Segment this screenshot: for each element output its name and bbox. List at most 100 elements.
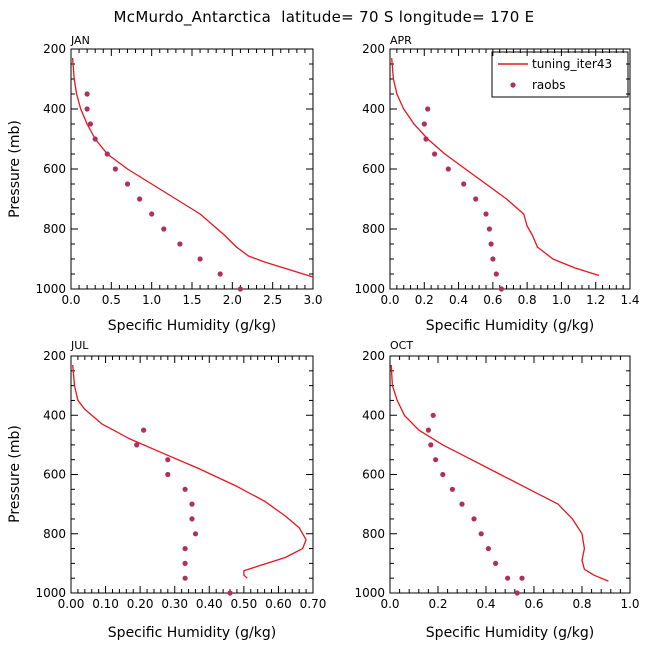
- x-tick-label: 1.0: [620, 597, 639, 611]
- raobs-marker: [493, 271, 499, 277]
- y-tick-label: 600: [362, 162, 385, 176]
- x-tick-label: 0.50: [230, 597, 257, 611]
- raobs-marker: [177, 241, 183, 247]
- legend-obs-label: raobs: [532, 78, 566, 92]
- x-tick-label: 0.0: [61, 293, 80, 307]
- raobs-marker: [182, 486, 188, 492]
- raobs-marker: [92, 136, 98, 142]
- raobs-marker: [490, 256, 496, 262]
- raobs-marker: [141, 427, 147, 433]
- legend-box: [491, 51, 629, 98]
- y-tick-label: 1000: [35, 586, 66, 600]
- x-tick-label: 0.6: [524, 597, 543, 611]
- y-tick-label: 800: [362, 527, 385, 541]
- y-axis-title: Pressure (mb): [7, 120, 23, 218]
- y-tick-label: 800: [43, 222, 66, 236]
- raobs-marker: [182, 560, 188, 567]
- x-tick-label: 0.0: [380, 597, 399, 611]
- x-tick-label: 0.6: [483, 293, 502, 307]
- raobs-marker: [459, 501, 465, 507]
- raobs-marker: [486, 226, 492, 232]
- y-tick-label: 400: [362, 102, 385, 116]
- model-profile-line: [72, 364, 307, 579]
- panel-oct: OCT Specific Humidity (g/kg) 200 400 600 80…: [354, 339, 639, 641]
- y-tick-label: 600: [362, 468, 385, 482]
- x-tick-label: 1.2: [586, 293, 605, 307]
- panel-label: JUL: [70, 339, 89, 352]
- raobs-marker: [461, 181, 467, 187]
- x-tick-label: 0.30: [161, 597, 188, 611]
- model-profile-line: [391, 57, 600, 277]
- raobs-marker: [493, 560, 499, 567]
- raobs-marker: [189, 501, 195, 507]
- legend-marker-swatch: [510, 82, 516, 88]
- y-tick-label: 1000: [354, 586, 385, 600]
- x-tick-label: 0.8: [572, 597, 591, 611]
- x-tick-label: 0.2: [415, 293, 434, 307]
- x-tick-label: 0.8: [518, 293, 537, 307]
- raobs-marker: [192, 531, 199, 537]
- panel-jan: JAN Pressure (mb) Specific Humidity (g/k…: [7, 34, 323, 334]
- x-axis-title: Specific Humidity (g/kg): [426, 625, 594, 641]
- legend: tuning_iter43 raobs: [491, 51, 629, 98]
- x-tick-label: 0.5: [102, 293, 121, 307]
- raobs-marker: [425, 106, 431, 112]
- plot-frame: [389, 355, 631, 594]
- raobs-marker: [137, 196, 143, 202]
- y-tick-label: 800: [362, 222, 385, 236]
- y-axis-title: Pressure (mb): [7, 425, 23, 523]
- plot-frame: [70, 355, 314, 594]
- x-tick-label: 0.4: [476, 597, 495, 611]
- raobs-marker: [432, 151, 438, 157]
- y-tick-label: 400: [43, 408, 66, 422]
- raobs-marker: [478, 531, 484, 537]
- y-tick-label: 600: [43, 162, 66, 176]
- x-axis-title: Specific Humidity (g/kg): [426, 318, 594, 334]
- y-tick-label: 200: [43, 42, 66, 56]
- y-tick-label: 200: [362, 42, 385, 56]
- y-tick-label: 200: [362, 349, 385, 363]
- x-tick-label: 3.0: [303, 293, 322, 307]
- raobs-marker: [483, 211, 489, 217]
- x-tick-label: 0.60: [265, 597, 292, 611]
- raobs-marker: [104, 151, 110, 157]
- raobs-marker: [485, 546, 491, 552]
- raobs-marker: [519, 575, 525, 581]
- x-tick-label: 0.2: [428, 597, 447, 611]
- x-tick-label: 0.00: [58, 597, 85, 611]
- raobs-marker: [449, 486, 455, 492]
- y-tick-label: 800: [43, 527, 66, 541]
- raobs-marker: [134, 442, 140, 448]
- raobs-marker: [428, 442, 434, 448]
- figure-title: McMurdo_Antarctica latitude= 70 S longit…: [114, 8, 535, 27]
- x-tick-label: 0.4: [449, 293, 468, 307]
- panel-apr: APR Specific Humidity (g/kg) tuning_iter…: [354, 34, 639, 334]
- y-tick-label: 400: [362, 408, 385, 422]
- raobs-marker: [197, 256, 203, 262]
- y-tick-label: 600: [43, 468, 66, 482]
- raobs-marker: [182, 546, 188, 552]
- raobs-marker: [189, 516, 195, 522]
- raobs-marker: [182, 575, 188, 581]
- raobs-marker: [488, 241, 494, 247]
- x-tick-label: 1.4: [620, 293, 639, 307]
- panel-label: OCT: [390, 339, 413, 352]
- y-tick-label: 400: [43, 102, 66, 116]
- x-tick-label: 2.5: [263, 293, 282, 307]
- x-tick-label: 0.10: [92, 597, 119, 611]
- raobs-marker: [124, 181, 131, 187]
- raobs-marker: [440, 471, 446, 478]
- y-tick-label: 1000: [354, 282, 385, 296]
- x-axis-title: Specific Humidity (g/kg): [108, 625, 276, 641]
- raobs-marker: [227, 590, 233, 596]
- raobs-marker: [498, 286, 504, 292]
- raobs-marker: [87, 121, 93, 127]
- raobs-marker: [421, 121, 427, 127]
- raobs-marker: [217, 271, 223, 277]
- x-tick-label: 0.20: [127, 597, 154, 611]
- raobs-marker: [165, 457, 171, 463]
- x-tick-label: 0.40: [196, 597, 223, 611]
- legend-model-label: tuning_iter43: [532, 57, 612, 71]
- raobs-marker: [445, 166, 451, 172]
